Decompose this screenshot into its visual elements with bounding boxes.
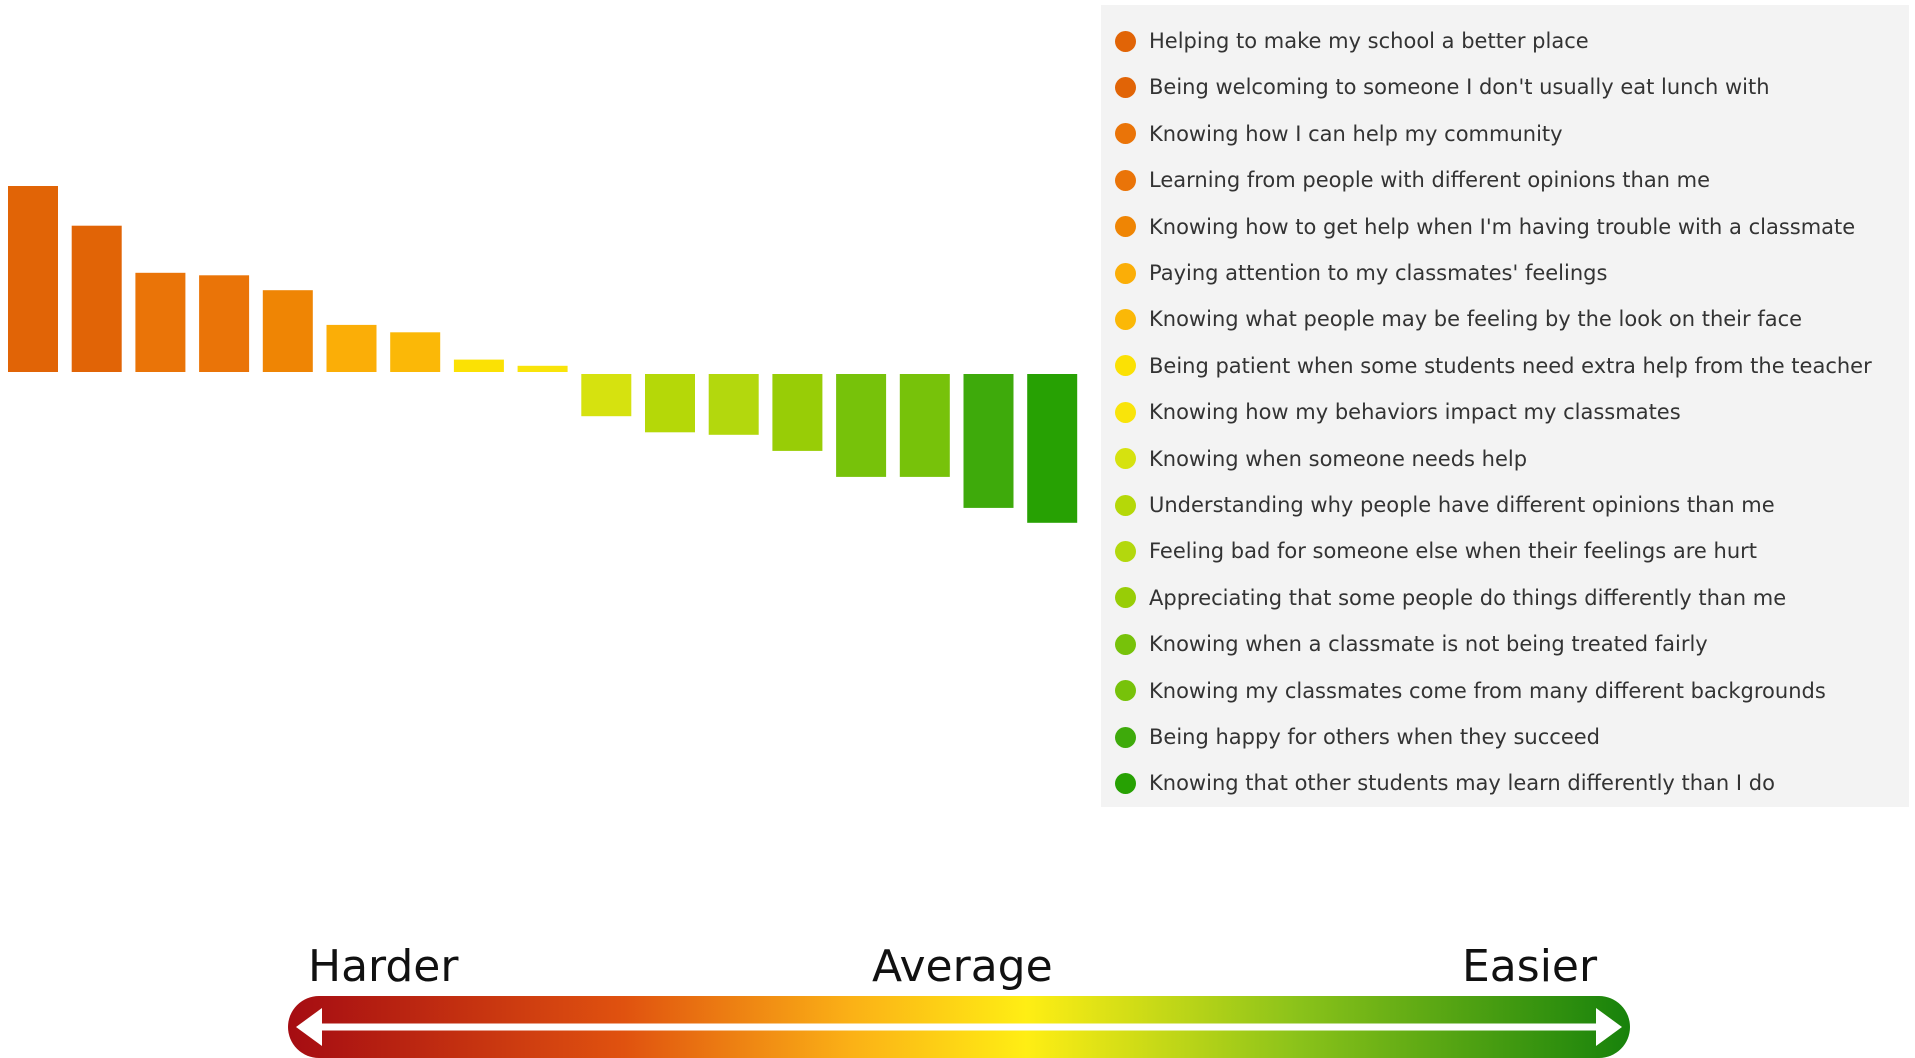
legend-dot-icon [1115, 633, 1136, 655]
legend-item: Being patient when some students need ex… [1115, 348, 1872, 384]
legend-item: Paying attention to my classmates' feeli… [1115, 255, 1607, 291]
scale-arrow-right-head [1596, 1008, 1622, 1046]
legend-dot-icon [1115, 680, 1136, 702]
bar-17 [1027, 374, 1078, 523]
chart [8, 186, 1078, 523]
legend-label: Understanding why people have different … [1149, 493, 1775, 517]
legend-label: Being patient when some students need ex… [1149, 353, 1872, 378]
scale-label-harder: Harder [308, 941, 459, 992]
legend-item: Appreciating that some people do things … [1115, 580, 1786, 616]
legend-label: Knowing how my behaviors impact my class… [1149, 400, 1681, 425]
bar-6 [326, 324, 377, 372]
bars-group [8, 186, 1078, 523]
bar-4 [199, 275, 250, 372]
legend-item: Knowing my classmates come from many dif… [1115, 673, 1826, 709]
legend-item: Knowing when a classmate is not being tr… [1115, 626, 1708, 662]
legend-item: Knowing how to get help when I'm having … [1115, 209, 1855, 245]
bar-15 [899, 374, 950, 477]
legend-dot-icon [1115, 772, 1136, 794]
legend-dot-icon [1115, 401, 1136, 423]
legend-dot-icon [1115, 726, 1136, 748]
legend-dot-icon [1115, 587, 1136, 609]
legend-label: Knowing how to get help when I'm having … [1149, 214, 1856, 239]
legend-dot-icon [1115, 262, 1136, 284]
legend-label: Knowing that other students may learn di… [1149, 771, 1775, 796]
legend-dot-icon [1115, 308, 1136, 330]
legend-dot-icon [1115, 448, 1136, 470]
legend-item: Feeling bad for someone else when their … [1115, 533, 1757, 569]
legend-label: Knowing how I can help my community [1149, 121, 1563, 146]
bar-5 [262, 290, 313, 372]
legend-item: Knowing how I can help my community [1115, 116, 1563, 152]
scale-bar [288, 996, 1630, 1058]
legend-dot-icon [1115, 355, 1136, 377]
legend-dot-icon [1115, 76, 1136, 98]
bar-10 [581, 374, 632, 417]
bar-14 [836, 374, 887, 477]
legend-label: Being welcoming to someone I don't usual… [1149, 75, 1770, 100]
legend-dot-icon [1115, 216, 1136, 238]
legend-label: Helping to make my school a better place [1149, 29, 1589, 53]
bar-13 [772, 374, 823, 451]
legend-item: Knowing when someone needs help [1115, 441, 1527, 477]
scale-label-average: Average [872, 941, 1053, 992]
legend-label: Knowing when a classmate is not being tr… [1149, 632, 1708, 657]
legend-item: Knowing what people may be feeling by th… [1115, 301, 1802, 337]
scale-arrow-left-head [296, 1008, 322, 1046]
legend-item: Being welcoming to someone I don't usual… [1115, 69, 1770, 105]
legend-item: Knowing that other students may learn di… [1115, 765, 1775, 801]
bar-11 [645, 374, 695, 433]
legend-label: Learning from people with different opin… [1149, 168, 1711, 193]
bar-16 [963, 374, 1014, 508]
legend-dot-icon [1115, 540, 1136, 562]
legend-item: Understanding why people have different … [1115, 487, 1775, 523]
legend-dot-icon [1115, 30, 1136, 52]
legend-dot-icon [1115, 169, 1136, 191]
legend-label: Appreciating that some people do things … [1149, 585, 1787, 610]
legend-item: Being happy for others when they succeed [1115, 719, 1600, 755]
bar-8 [453, 359, 504, 372]
legend-label: Knowing what people may be feeling by th… [1149, 307, 1803, 332]
legend-item: Knowing how my behaviors impact my class… [1115, 394, 1681, 430]
legend-label: Feeling bad for someone else when their … [1149, 539, 1757, 564]
legend-dot-icon [1115, 494, 1136, 516]
legend-label: Knowing my classmates come from many dif… [1149, 678, 1826, 703]
bar-2 [71, 225, 122, 372]
bar-7 [390, 332, 441, 372]
legend-label: Paying attention to my classmates' feeli… [1149, 261, 1608, 285]
legend-label: Knowing when someone needs help [1149, 446, 1528, 471]
scale-label-easier: Easier [1462, 941, 1598, 992]
bar-3 [135, 272, 186, 372]
bar-9 [517, 365, 568, 372]
bar-1 [8, 186, 58, 372]
legend-item: Helping to make my school a better place [1115, 23, 1589, 59]
legend: Helping to make my school a better place… [1101, 5, 1909, 807]
legend-dot-icon [1115, 123, 1136, 145]
bar-12 [708, 374, 759, 435]
legend-item: Learning from people with different opin… [1115, 162, 1710, 198]
legend-label: Being happy for others when they succeed [1149, 725, 1600, 749]
